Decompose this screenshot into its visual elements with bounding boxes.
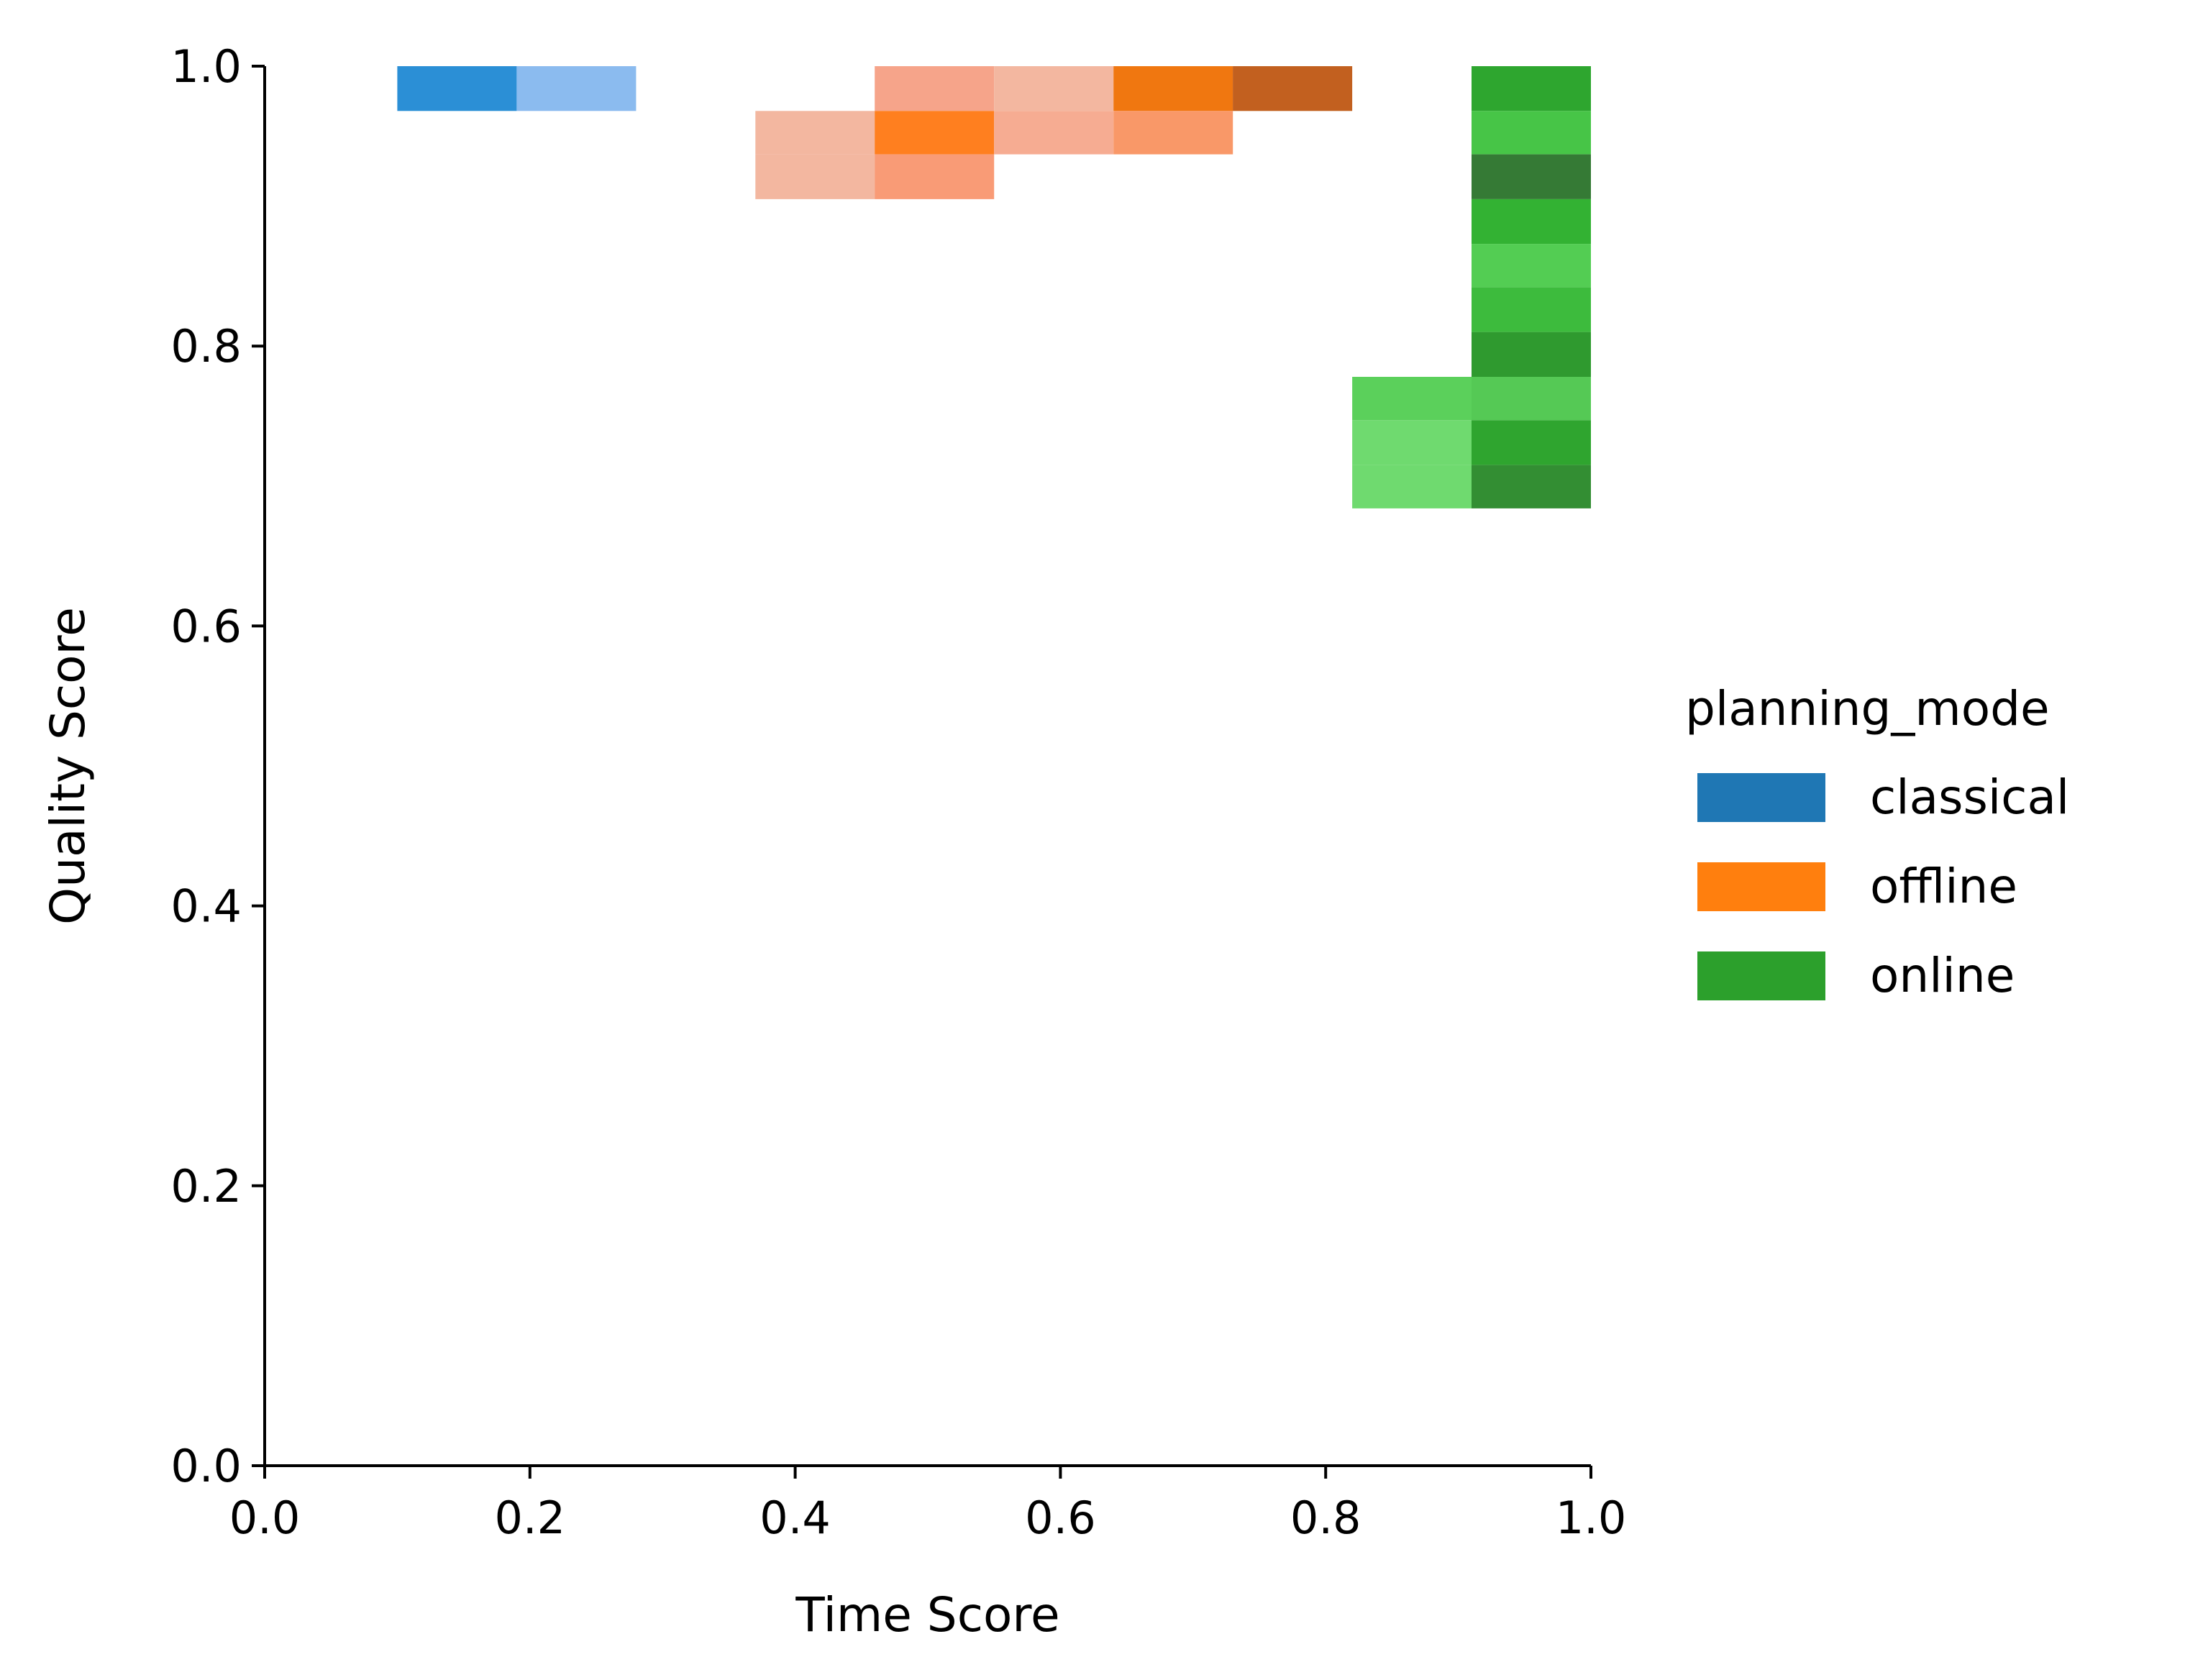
y-tick-label-4: 0.8: [170, 320, 242, 373]
heatmap-cell-offline-9: [875, 154, 995, 199]
heatmap-cell-online-7: [1352, 377, 1472, 421]
legend: planning_mode classical offline online: [1685, 681, 2069, 1003]
heatmap-cell-online-4: [1472, 244, 1591, 288]
heatmap-cell-online-9: [1352, 420, 1472, 465]
heatmap-cell-online-10: [1472, 420, 1591, 465]
heatmap-cell-offline-5: [875, 111, 995, 155]
heatmap-cell-offline-0: [875, 66, 995, 111]
heatmap-cell-online-5: [1472, 287, 1591, 332]
x-axis-title: Time Score: [795, 1587, 1059, 1643]
heatmap-cell-offline-6: [994, 111, 1114, 155]
x-tick-label-3: 0.6: [1025, 1492, 1096, 1544]
legend-swatch-classical: [1697, 773, 1825, 822]
legend-entries: classical offline online: [1697, 770, 2069, 1003]
legend-swatch-offline: [1697, 862, 1825, 911]
legend-title: planning_mode: [1685, 681, 2050, 736]
heatmap-cell-online-8: [1472, 377, 1591, 421]
heatmap-cell-offline-2: [1113, 66, 1233, 111]
x-axis-ticks: 0.0 0.2 0.4 0.6 0.8 1.0: [229, 1466, 1627, 1544]
y-axis-title: Quality Score: [40, 607, 96, 925]
y-tick-label-5: 1.0: [170, 40, 242, 93]
y-tick-label-0: 0.0: [170, 1440, 242, 1492]
y-tick-label-3: 0.6: [170, 600, 242, 652]
y-axis-ticks: 0.0 0.2 0.4 0.6 0.8 1.0: [170, 40, 265, 1492]
x-tick-label-0: 0.0: [229, 1492, 301, 1544]
x-tick-label-1: 0.2: [494, 1492, 565, 1544]
heatmap-cell-offline-3: [1233, 66, 1353, 111]
heatmap-cell-online-11: [1352, 465, 1472, 508]
heatmap-cell-online-0: [1472, 66, 1591, 111]
axes: [263, 66, 1591, 1467]
heatmap-cell-online-6: [1472, 332, 1591, 377]
heatmap-cell-classical-0: [397, 66, 517, 111]
legend-label-offline: offline: [1870, 859, 2017, 914]
x-tick-label-5: 1.0: [1556, 1492, 1627, 1544]
heatmap-cell-offline-4: [755, 111, 875, 155]
x-tick-label-4: 0.8: [1290, 1492, 1361, 1544]
y-tick-label-1: 0.2: [170, 1160, 242, 1213]
heatmap-cell-classical-1: [516, 66, 637, 111]
x-tick-label-2: 0.4: [759, 1492, 831, 1544]
heatmap-cell-offline-8: [755, 154, 875, 199]
heatmap-cell-offline-7: [1113, 111, 1233, 155]
y-tick-label-2: 0.4: [170, 880, 242, 933]
heatmap-cell-online-2: [1472, 154, 1591, 199]
heatmap-cell-online-1: [1472, 111, 1591, 155]
heatmap-cells: [397, 66, 1591, 508]
heatmap-cell-online-12: [1472, 465, 1591, 508]
heatmap-cell-online-3: [1472, 198, 1591, 245]
legend-label-classical: classical: [1870, 770, 2069, 825]
legend-swatch-online: [1697, 951, 1825, 1000]
legend-label-online: online: [1870, 948, 2015, 1003]
heatmap-cell-offline-1: [994, 66, 1114, 111]
